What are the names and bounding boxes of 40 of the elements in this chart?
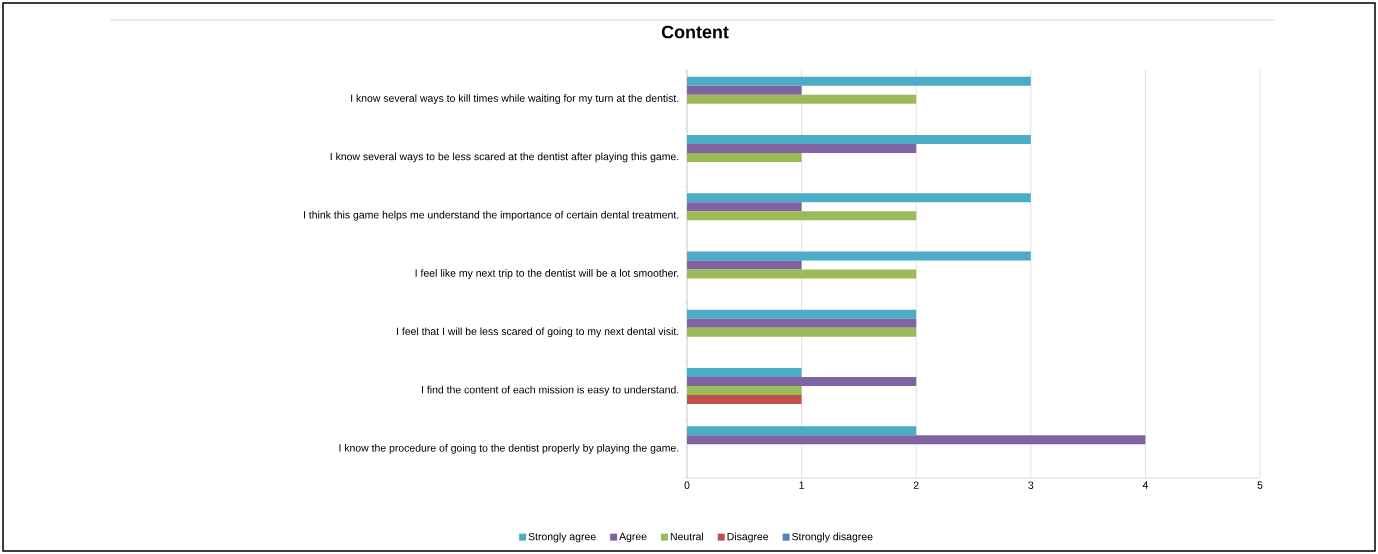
legend-label: Strongly disagree xyxy=(792,532,873,543)
bar xyxy=(687,94,917,104)
x-tick-label: 1 xyxy=(799,481,804,489)
x-tick-label: 5 xyxy=(1257,481,1263,489)
bar xyxy=(687,318,917,328)
bar xyxy=(687,211,917,221)
bar xyxy=(687,193,1031,203)
bar xyxy=(687,386,802,396)
y-tick-label: I find the content of each mission is easy to understand. xyxy=(422,385,679,396)
bar xyxy=(687,327,917,337)
y-tick-label: I know several ways to kill times while waiting for my turn at the dentist. xyxy=(351,94,679,105)
legend-label: Strongly agree xyxy=(528,532,596,543)
legend-label: Agree xyxy=(619,532,647,543)
bar xyxy=(687,260,802,270)
bar xyxy=(687,85,802,95)
chart-title: Content xyxy=(661,25,729,39)
bar xyxy=(687,368,802,378)
bar xyxy=(687,202,802,212)
x-tick-label: 4 xyxy=(1142,481,1148,489)
bar xyxy=(687,435,1146,445)
bar xyxy=(687,152,802,162)
bar xyxy=(687,269,917,279)
bar xyxy=(687,251,1031,261)
bar xyxy=(687,134,1031,144)
y-tick-label: I feel like my next trip to the dentist will be a lot smoother. xyxy=(415,269,679,279)
legend-label: Disagree xyxy=(727,532,769,543)
bar xyxy=(687,377,917,387)
x-tick-label: 3 xyxy=(1028,481,1034,489)
y-tick-label: I think this game helps me understand the importance of certain dental treatment. xyxy=(303,210,679,221)
x-tick-label: 0 xyxy=(684,481,690,489)
y-tick-label: I feel that I will be less scared of going to my next dental visit. xyxy=(397,327,679,338)
bar xyxy=(687,395,802,405)
x-tick-label: 2 xyxy=(913,481,919,489)
bar xyxy=(687,76,1031,86)
bar xyxy=(687,426,917,436)
y-tick-label: I know several ways to be less scared at the dentist after playing this game. xyxy=(330,152,679,163)
bar xyxy=(687,309,917,319)
bar xyxy=(687,143,917,153)
legend-label: Neutral xyxy=(670,532,704,541)
y-tick-label: I know the procedure of going to the dentist properly by playing the game. xyxy=(339,443,679,454)
